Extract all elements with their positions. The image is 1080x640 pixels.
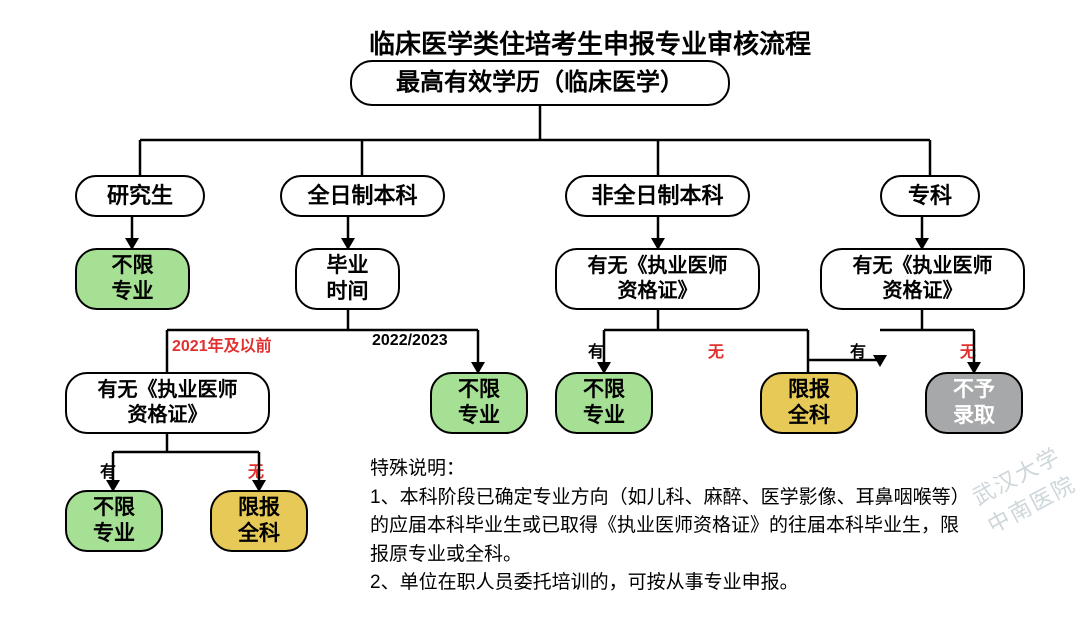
flowchart-canvas: 临床医学类住培考生申报专业审核流程 最高有效学历（临床医学） 研究生 全日制本科… [0, 0, 1080, 640]
edge-label-jr-you: 有 [850, 338, 866, 362]
node-ft-out2: 不限专业 [430, 372, 528, 434]
node-label: 不予录取 [953, 377, 995, 430]
edge-label-pt-you: 有 [588, 338, 604, 362]
node-ft-out-y: 不限专业 [65, 490, 163, 552]
node-label: 专科 [908, 182, 952, 210]
notes-block: 特殊说明： 1、本科阶段已确定专业方向（如儿科、麻醉、医学影像、耳鼻咽喉等） 的… [370, 455, 970, 598]
node-label: 限报全科 [788, 377, 830, 430]
edge-label-pt-wu: 无 [708, 338, 724, 362]
node-pt-cert: 有无《执业医师资格证》 [555, 248, 760, 310]
node-label: 不限专业 [458, 377, 500, 430]
node-root-label: 最高有效学历（临床医学） [396, 68, 684, 98]
edge-label-jr-wu: 无 [960, 338, 976, 362]
node-label: 有无《执业医师资格证》 [853, 254, 993, 304]
node-label: 不限专业 [112, 253, 154, 306]
node-label: 有无《执业医师资格证》 [588, 254, 728, 304]
node-fulltime: 全日制本科 [280, 175, 445, 217]
node-ft-cert: 有无《执业医师资格证》 [65, 372, 270, 434]
notes-line3: 报原专业或全科。 [370, 541, 970, 570]
edge-label-2021: 2021年及以前 [172, 332, 272, 356]
node-label: 不限专业 [93, 495, 135, 548]
node-label: 不限专业 [583, 377, 625, 430]
node-jr-out-n: 不予录取 [925, 372, 1023, 434]
node-label: 研究生 [107, 182, 173, 210]
notes-heading: 特殊说明： [370, 455, 970, 484]
node-label: 毕业时间 [327, 253, 369, 306]
node-label: 全日制本科 [307, 182, 417, 210]
node-root: 最高有效学历（临床医学） [350, 60, 730, 106]
node-grad-out: 不限专业 [75, 248, 190, 310]
node-ft-out-n: 限报全科 [210, 490, 308, 552]
node-pt-out-y: 不限专业 [555, 372, 653, 434]
edge-label-ft-you: 有 [100, 458, 116, 482]
watermark-text: 武汉大学中南医院 [966, 434, 1080, 540]
node-jr-cert: 有无《执业医师资格证》 [820, 248, 1025, 310]
node-pt-out-n: 限报全科 [760, 372, 858, 434]
node-label: 限报全科 [238, 495, 280, 548]
node-label: 有无《执业医师资格证》 [98, 378, 238, 428]
node-label: 非全日制本科 [591, 182, 723, 210]
edge-label-2022: 2022/2023 [372, 332, 448, 350]
node-parttime: 非全日制本科 [565, 175, 750, 217]
notes-line4: 2、单位在职人员委托培训的，可按从事专业申报。 [370, 569, 970, 598]
node-junior: 专科 [880, 175, 980, 217]
node-gradtime: 毕业时间 [295, 248, 400, 310]
notes-line2: 的应届本科毕业生或已取得《执业医师资格证》的往届本科毕业生，限 [370, 512, 970, 541]
edge-label-ft-wu: 无 [248, 458, 264, 482]
node-gradstudent: 研究生 [75, 175, 205, 217]
page-title: 临床医学类住培考生申报专业审核流程 [340, 24, 840, 61]
notes-line1: 1、本科阶段已确定专业方向（如儿科、麻醉、医学影像、耳鼻咽喉等） [370, 484, 970, 513]
